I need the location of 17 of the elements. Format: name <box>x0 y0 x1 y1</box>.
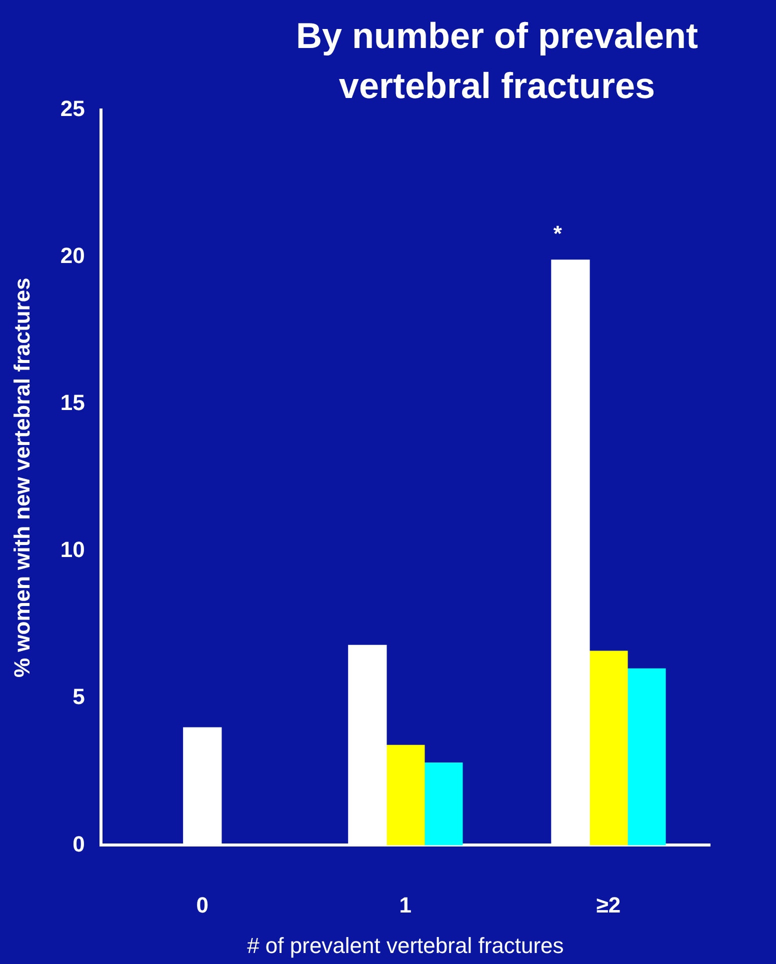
bar <box>386 744 425 846</box>
y-axis-title: % women with new vertebral fractures <box>9 278 34 678</box>
x-tick-label: 0 <box>196 892 209 918</box>
x-tick-label: 1 <box>399 892 412 918</box>
y-tick-label: 25 <box>60 96 85 122</box>
y-tick-label: 5 <box>72 684 85 710</box>
y-tick-label: 10 <box>60 537 85 562</box>
x-axis-title: # of prevalent vertebral fractures <box>247 932 564 958</box>
chart-title: By number of prevalent vertebral fractures <box>296 14 698 106</box>
y-tick-label: 20 <box>60 243 85 268</box>
bar <box>627 668 666 846</box>
y-tick-label: 0 <box>72 831 85 856</box>
annotation: * <box>553 221 562 246</box>
bar <box>424 762 463 846</box>
x-tick-label: ≥2 <box>596 892 621 918</box>
bar <box>589 650 628 846</box>
y-tick-label: 15 <box>60 390 85 416</box>
